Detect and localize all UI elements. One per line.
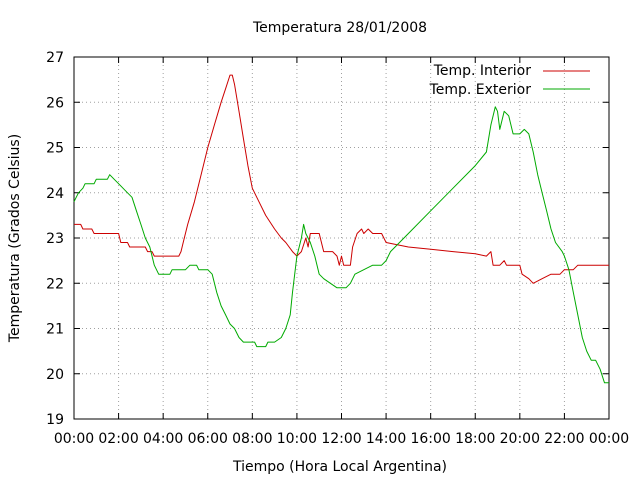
x-tick-label: 02:00 (98, 431, 138, 447)
x-tick-label: 22:00 (544, 431, 584, 447)
x-tick-label: 20:00 (500, 431, 540, 447)
x-tick-label: 18:00 (455, 431, 495, 447)
series-lines (73, 74, 609, 384)
ticks: 00:00 02:00 04:00 06:00 08:00 10:00 12:00 14:00… (46, 50, 629, 447)
y-tick-label: 22 (46, 276, 64, 292)
y-tick-label: 19 (46, 412, 64, 428)
x-tick-label: 00:00 (54, 431, 94, 447)
y-tick-label: 24 (46, 186, 64, 202)
x-axis-label: Tiempo (Hora Local Argentina) (232, 459, 447, 475)
y-tick-label: 25 (46, 141, 64, 157)
x-tick-label: 08:00 (232, 431, 272, 447)
x-tick-label: 10:00 (277, 431, 317, 447)
x-tick-label: 04:00 (143, 431, 183, 447)
chart-title: Temperatura 28/01/2008 (252, 20, 427, 36)
series-line-interior (74, 74, 609, 284)
x-tick-label: 16:00 (410, 431, 450, 447)
grid (74, 57, 609, 419)
y-tick-label: 26 (46, 95, 64, 111)
y-axis-label: Temperatura (Grados Celsius) (7, 134, 23, 343)
x-tick-label: 06:00 (188, 431, 228, 447)
series-line-exterior (73, 106, 609, 384)
legend-label-interior: Temp. Interior (433, 63, 532, 79)
y-tick-label: 27 (46, 50, 64, 66)
y-tick-label: 20 (46, 367, 64, 383)
legend: Temp. Interior Temp. Exterior (429, 63, 590, 98)
legend-label-exterior: Temp. Exterior (429, 82, 532, 98)
x-tick-label: 00:00 (589, 431, 629, 447)
x-tick-label: 12:00 (321, 431, 361, 447)
y-tick-label: 21 (46, 322, 64, 338)
y-tick-label: 23 (46, 231, 64, 247)
x-tick-label: 14:00 (366, 431, 406, 447)
